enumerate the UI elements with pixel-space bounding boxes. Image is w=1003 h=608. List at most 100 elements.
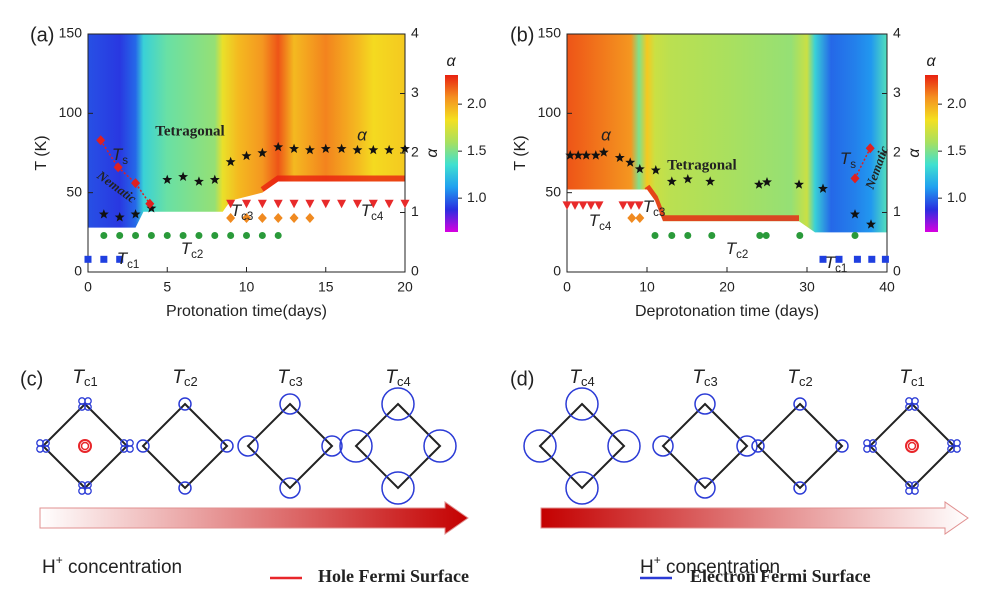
- series-label: Tc2: [181, 239, 204, 261]
- electron-pocket: [835, 439, 849, 453]
- triangle-marker: [226, 199, 236, 209]
- triangle-marker: [242, 199, 251, 209]
- square-marker: [116, 255, 124, 263]
- subscript: c1: [84, 374, 98, 389]
- annotation: Tetragonal: [667, 157, 736, 173]
- symbol: T: [172, 367, 185, 388]
- circle-marker: [258, 232, 266, 240]
- x-axis-label: Protonation time(days): [166, 303, 327, 320]
- star-marker: [98, 209, 109, 219]
- triangle-marker: [562, 201, 572, 210]
- square-marker: [100, 255, 108, 263]
- symbol: T: [231, 201, 243, 220]
- arrow-label-rest: concentration: [661, 557, 780, 578]
- series-line: [100, 139, 151, 205]
- symbol: T: [589, 211, 601, 230]
- y2-tick-label: 3: [411, 84, 419, 100]
- subscript: c3: [241, 211, 253, 223]
- symbol: T: [569, 367, 582, 388]
- y-axis-label: T (K): [512, 135, 529, 170]
- star-marker: [705, 176, 716, 186]
- square-marker: [881, 255, 889, 263]
- arrow-label-rest: concentration: [63, 557, 182, 578]
- star-marker: [194, 176, 204, 186]
- hole-pocket: [80, 441, 90, 451]
- tc-label: Tc3: [692, 367, 717, 389]
- circle-marker: [116, 232, 124, 240]
- x-tick-label: 10: [239, 279, 255, 295]
- y2-tick-label: 0: [411, 263, 419, 279]
- star-marker: [352, 144, 363, 155]
- hole-pocket: [907, 441, 917, 451]
- symbol: T: [112, 145, 124, 164]
- triangle-marker: [257, 199, 267, 209]
- colorbar-tick-label: 1.5: [947, 142, 967, 158]
- star-marker: [866, 219, 876, 229]
- square-marker: [853, 255, 861, 263]
- subscript: c4: [397, 374, 411, 389]
- star-marker: [320, 143, 331, 154]
- series-label: Tc3: [643, 197, 666, 219]
- colorbar: [445, 75, 458, 232]
- star-marker: [625, 157, 636, 167]
- circle-marker: [756, 232, 764, 240]
- circle-marker: [274, 232, 282, 240]
- tc-label: Tc4: [385, 367, 410, 389]
- tc-label: Tc1: [72, 367, 97, 389]
- arrow-label: H+ concentration: [640, 553, 780, 578]
- star-marker: [762, 176, 772, 187]
- star-marker: [565, 150, 576, 160]
- electron-pocket: [423, 429, 457, 463]
- triangle-marker: [321, 199, 331, 209]
- y-tick-label: 150: [538, 25, 562, 41]
- tc-label: Tc3: [277, 367, 302, 389]
- star-marker: [178, 171, 189, 182]
- colorbar-tick-label: 2.0: [947, 95, 967, 111]
- star-marker: [818, 183, 828, 193]
- electron-pocket: [279, 393, 301, 415]
- star-marker: [650, 165, 661, 175]
- star-marker: [400, 143, 410, 154]
- electron-pocket: [793, 397, 807, 411]
- star-marker: [634, 163, 645, 174]
- circle-marker: [668, 232, 676, 240]
- series-label: Tc2: [726, 239, 749, 261]
- brillouin-zone: [661, 402, 749, 490]
- colorbar-label: α: [446, 53, 456, 70]
- circle-marker: [243, 232, 250, 240]
- star-marker: [273, 141, 284, 152]
- circle-marker: [195, 232, 203, 240]
- diamond-marker: [865, 143, 875, 154]
- circle-marker: [163, 232, 171, 240]
- triangle-marker: [273, 199, 283, 209]
- heatmap-edge: [260, 175, 405, 193]
- diamond-marker: [257, 213, 267, 224]
- subscript: c1: [127, 259, 139, 271]
- circle-marker: [100, 232, 108, 240]
- tc-label: Tc1: [899, 367, 924, 389]
- triangle-marker: [626, 201, 636, 210]
- subscript: c4: [371, 211, 384, 223]
- star-marker: [590, 150, 601, 160]
- heatmap-edge: [644, 184, 799, 222]
- x-tick-label: 5: [163, 279, 171, 295]
- subscript: c2: [191, 249, 203, 261]
- circle-marker: [684, 232, 692, 240]
- annotation: Tetragonal: [155, 123, 224, 139]
- triangle-marker: [570, 201, 580, 210]
- circle-marker: [708, 232, 716, 240]
- panel-label: (a): [30, 24, 54, 46]
- panel-label: (c): [20, 368, 43, 390]
- diamond-marker: [850, 173, 860, 184]
- diamond-marker: [289, 213, 299, 224]
- y2-tick-label: 3: [893, 84, 901, 100]
- circle-marker: [132, 232, 140, 240]
- triangle-marker: [337, 199, 347, 209]
- electron-pocket: [136, 439, 150, 453]
- series-label: α: [357, 125, 368, 144]
- subscript: c3: [289, 374, 303, 389]
- electron-pocket: [793, 481, 807, 495]
- y-tick-label: 0: [553, 263, 561, 279]
- x-tick-label: 0: [563, 279, 571, 295]
